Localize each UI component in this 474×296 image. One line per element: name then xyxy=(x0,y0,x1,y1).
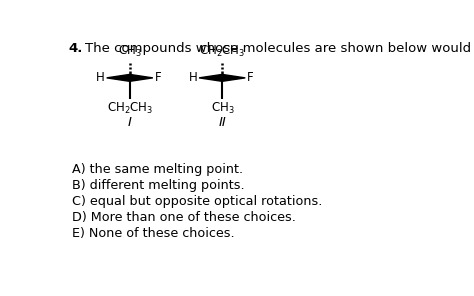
Text: H: H xyxy=(189,71,198,84)
Text: CH$_2$CH$_3$: CH$_2$CH$_3$ xyxy=(107,101,154,116)
Text: CH$_2$CH$_3$: CH$_2$CH$_3$ xyxy=(199,44,246,59)
Text: CH$_3$: CH$_3$ xyxy=(118,44,142,59)
Text: C) equal but opposite optical rotations.: C) equal but opposite optical rotations. xyxy=(72,195,322,208)
Text: F: F xyxy=(155,71,161,84)
Text: The compounds whose molecules are shown below would have:: The compounds whose molecules are shown … xyxy=(85,42,474,55)
Text: H: H xyxy=(96,71,105,84)
Polygon shape xyxy=(222,74,245,81)
Polygon shape xyxy=(130,74,153,81)
Text: D) More than one of these choices.: D) More than one of these choices. xyxy=(72,211,296,224)
Text: A) the same melting point.: A) the same melting point. xyxy=(72,163,243,176)
Text: 4.: 4. xyxy=(68,42,82,55)
Text: F: F xyxy=(247,71,254,84)
Text: B) different melting points.: B) different melting points. xyxy=(72,179,245,192)
Text: E) None of these choices.: E) None of these choices. xyxy=(72,227,235,240)
Text: CH$_3$: CH$_3$ xyxy=(211,101,235,116)
Polygon shape xyxy=(107,74,130,81)
Polygon shape xyxy=(199,74,222,81)
Text: I: I xyxy=(128,116,132,129)
Text: II: II xyxy=(218,116,226,129)
